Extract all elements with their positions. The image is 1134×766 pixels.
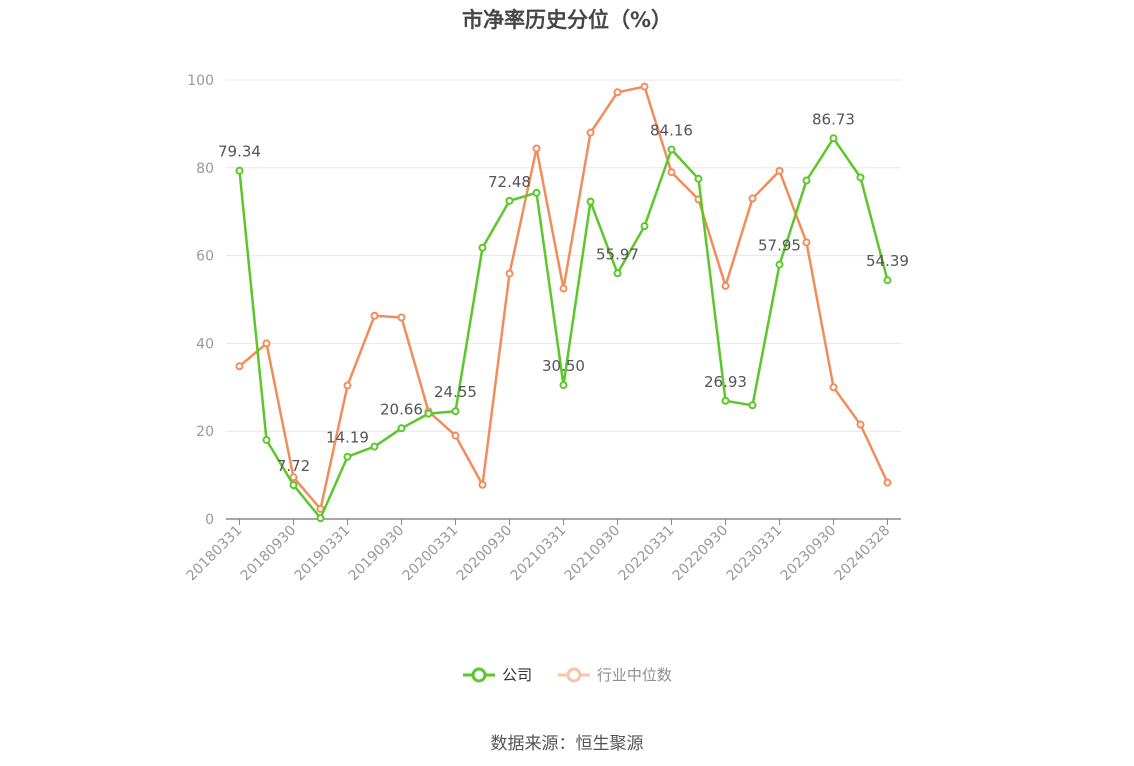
data-point-industry: [289, 473, 298, 482]
y-tick-label: 60: [196, 249, 214, 265]
data-point-industry: [613, 88, 622, 97]
x-tick-label: 20190331: [292, 523, 354, 585]
data-point-industry: [775, 166, 784, 175]
x-tick-label: 20220331: [616, 523, 678, 585]
data-point-company: [748, 401, 757, 410]
y-tick-label: 0: [205, 512, 214, 528]
x-tick-label: 20180930: [238, 523, 300, 585]
data-label: 79.34: [218, 143, 261, 161]
x-tick-label: 20220930: [670, 523, 732, 585]
legend-company-marker-icon: [463, 667, 496, 682]
data-point-industry: [559, 284, 568, 293]
x-tick-label: 20190930: [346, 523, 408, 585]
legend-industry-label: 行业中位数: [596, 666, 672, 684]
data-point-company: [775, 260, 784, 269]
data-point-company: [289, 481, 298, 490]
data-point-company: [370, 442, 379, 451]
x-tick-label: 20210930: [562, 523, 624, 585]
data-point-company: [397, 424, 406, 433]
data-point-company: [802, 176, 811, 185]
data-source: 数据来源：恒生聚源: [490, 734, 644, 754]
data-point-industry: [478, 480, 487, 489]
data-point-company: [316, 514, 325, 523]
x-tick-label: 20230331: [724, 523, 786, 585]
data-label: 26.93: [704, 373, 747, 391]
x-tick-label: 20200331: [400, 523, 462, 585]
data-label: 20.66: [380, 400, 423, 418]
y-tick-label: 20: [196, 424, 214, 440]
data-point-industry: [856, 420, 865, 429]
legend-item-company[interactable]: 公司: [462, 664, 532, 685]
data-point-company: [424, 409, 433, 418]
data-point-company: [640, 222, 649, 231]
data-point-company: [505, 196, 514, 205]
legend-industry-marker-icon: [557, 667, 590, 682]
data-label: 84.16: [650, 122, 693, 140]
y-tick-label: 40: [196, 336, 214, 352]
data-point-industry: [667, 168, 676, 177]
data-label: 54.39: [866, 252, 909, 270]
data-point-industry: [829, 383, 838, 392]
data-point-company: [451, 407, 460, 416]
data-point-company: [613, 269, 622, 278]
data-label: 72.48: [488, 173, 531, 191]
x-tick-label: 20200930: [454, 523, 516, 585]
data-point-company: [235, 166, 244, 175]
chart-title: 市净率历史分位（%）: [461, 8, 673, 32]
data-label: 7.72: [277, 457, 310, 475]
data-point-industry: [802, 238, 811, 247]
data-point-company: [559, 381, 568, 390]
line-chart: 0 20 40 60 80 100 2018033120180930201903312019…: [184, 73, 909, 585]
data-label: 57.95: [758, 237, 801, 255]
y-tick-label: 80: [196, 161, 214, 177]
data-point-industry: [586, 128, 595, 137]
series-line-company: [238, 137, 889, 520]
data-point-industry: [397, 313, 406, 322]
data-point-industry: [748, 194, 757, 203]
data-point-company: [856, 173, 865, 182]
x-tick-label: 20240328: [832, 523, 894, 585]
data-point-company: [343, 452, 352, 461]
data-point-industry: [451, 431, 460, 440]
data-point-company: [694, 174, 703, 183]
data-point-company: [262, 435, 271, 444]
data-point-industry: [532, 144, 541, 153]
data-point-industry: [343, 381, 352, 390]
data-label: 24.55: [434, 383, 477, 401]
data-label: 30.50: [542, 357, 585, 375]
data-point-industry: [721, 281, 730, 290]
data-point-industry: [883, 478, 892, 487]
x-tick-label: 20230930: [778, 523, 840, 585]
data-point-industry: [505, 269, 514, 278]
data-label: 55.97: [596, 245, 639, 263]
data-point-company: [586, 197, 595, 206]
data-point-company: [883, 276, 892, 285]
data-label: 86.73: [812, 110, 855, 128]
x-tick-label: 20180331: [184, 523, 246, 585]
data-point-company: [721, 396, 730, 405]
data-point-industry: [235, 362, 244, 371]
data-point-industry: [262, 339, 271, 348]
data-label: 14.19: [326, 429, 369, 447]
data-point-industry: [370, 311, 379, 320]
legend: 公司 行业中位数: [0, 664, 1134, 687]
data-point-company: [829, 134, 838, 143]
data-point-company: [478, 243, 487, 252]
legend-company-label: 公司: [502, 666, 533, 684]
data-point-industry: [640, 82, 649, 91]
x-tick-label: 20210331: [508, 523, 570, 585]
data-point-company: [667, 145, 676, 154]
y-tick-label: 100: [187, 73, 214, 89]
legend-item-industry[interactable]: 行业中位数: [557, 664, 672, 685]
data-point-company: [532, 188, 541, 197]
